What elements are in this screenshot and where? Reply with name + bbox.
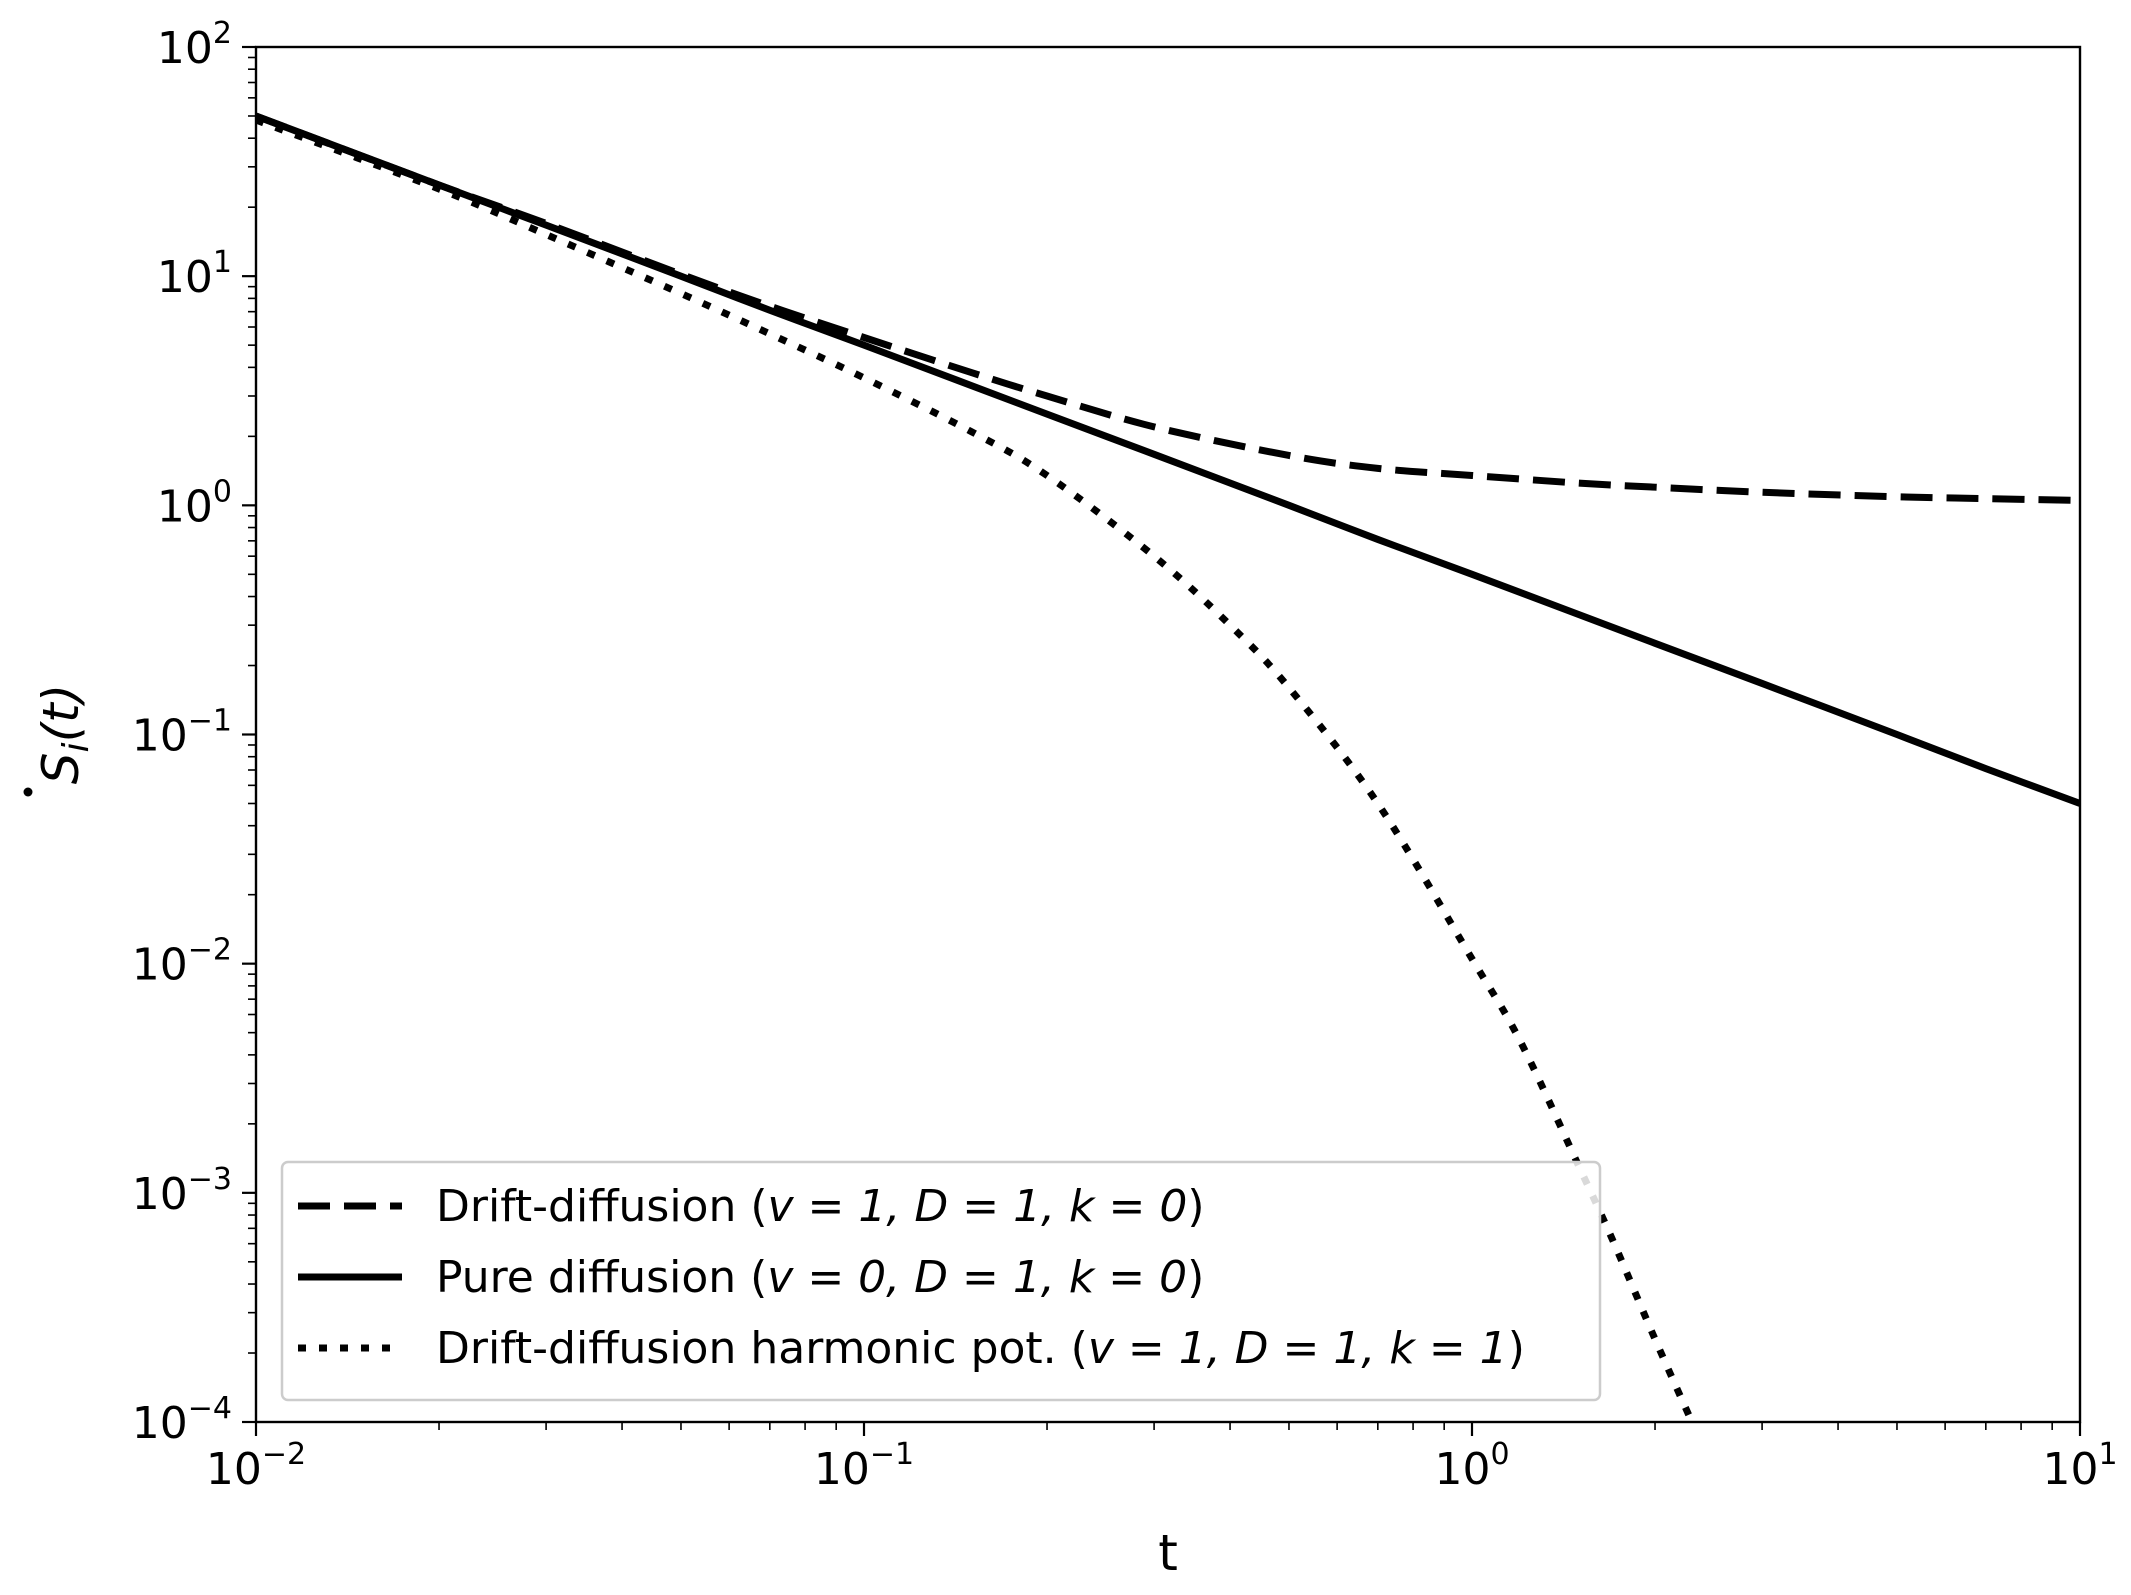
y-tick-label: 10−1 <box>132 704 232 762</box>
y-tick-label: 101 <box>157 245 232 303</box>
legend: Drift-diffusion (v = 1, D = 1, k = 0) Pur… <box>280 1160 1602 1402</box>
y-tick-label: 10−4 <box>132 1391 232 1449</box>
legend-frame <box>280 1160 1602 1402</box>
y-tick-label: 10−3 <box>132 1162 232 1220</box>
series-line-1 <box>256 112 2080 504</box>
y-label-subscript: i <box>56 742 97 752</box>
y-tick-label: 102 <box>157 16 232 74</box>
y-label-symbol: S <box>32 752 90 784</box>
x-tick-label: 10−2 <box>206 1437 306 1495</box>
legend-label-3: Drift-diffusion harmonic pot. (v = 1, D … <box>436 1323 1525 1374</box>
x-tick-label: 101 <box>2042 1437 2117 1495</box>
y-label-argument: (t) <box>32 684 90 743</box>
x-axis: 10−2 10−1 100 101 <box>206 1422 2118 1495</box>
y-tick-label: 10−2 <box>132 933 232 991</box>
x-tick-label: 10−1 <box>814 1437 914 1495</box>
y-tick-label: 100 <box>157 474 232 532</box>
series-line-2 <box>256 112 2080 807</box>
x-axis-label: t <box>1158 1524 1178 1582</box>
svg-text:Si(t): Si(t) <box>32 684 97 784</box>
y-label-dot <box>23 787 33 797</box>
y-axis-label: Si(t) <box>23 684 97 797</box>
y-axis: 102 101 100 10−1 10−2 10−3 10−4 <box>132 16 256 1449</box>
legend-label-2: Pure diffusion (v = 0, D = 1, k = 0) <box>436 1252 1204 1303</box>
legend-label-1: Drift-diffusion (v = 1, D = 1, k = 0) <box>436 1181 1205 1232</box>
x-tick-label: 100 <box>1434 1437 1509 1495</box>
